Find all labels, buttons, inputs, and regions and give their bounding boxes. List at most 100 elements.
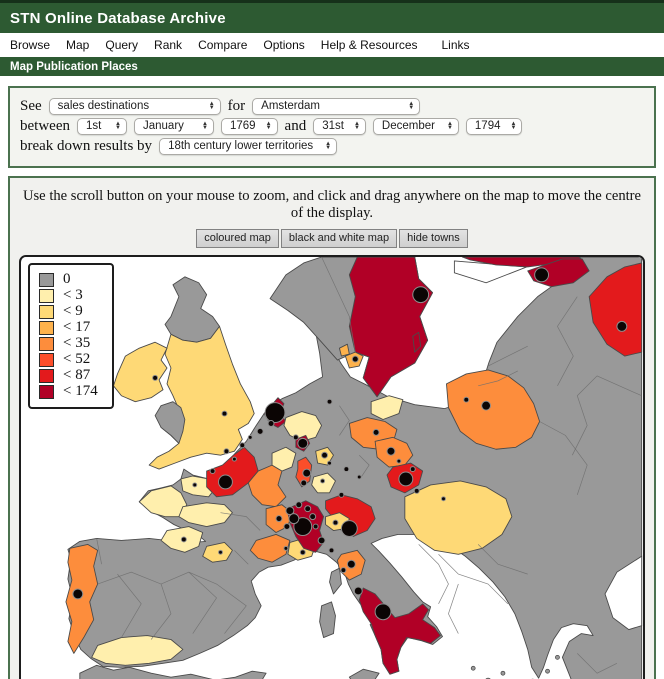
section-header: Map Publication Places (0, 57, 664, 76)
town-marker (302, 468, 312, 478)
town-marker (223, 448, 230, 455)
town-marker (152, 374, 159, 381)
map-instructions: Use the scroll button on your mouse to z… (22, 188, 642, 221)
legend-label: < 35 (63, 335, 91, 351)
form-row-dates: between 1st ▲ ▼ January ▲ ▼ 1769 ▲ ▼ and 31… (20, 118, 644, 135)
town-marker (328, 547, 335, 554)
town-marker (481, 400, 492, 411)
town-marker (353, 586, 363, 596)
map-panel: Use the scroll button on your mouse to z… (8, 176, 656, 679)
map-canvas[interactable]: 0 < 3 < 9 < 17 < 35 < 52 < 87 < 174 (19, 255, 645, 679)
region-lorraine (271, 446, 297, 472)
town-marker (309, 513, 317, 521)
town-marker (312, 523, 319, 530)
town-marker (218, 549, 223, 555)
region-wales (154, 401, 186, 444)
select-stepper-icon: ▲ ▼ (510, 120, 517, 131)
from-year-select[interactable]: 1769 ▲ ▼ (220, 118, 278, 135)
nav-item-help-resources[interactable]: Help & Resources (320, 38, 418, 52)
legend-row: < 17 (39, 320, 98, 335)
black-and-white-map-button[interactable]: black and white map (280, 229, 398, 248)
map-legend: 0 < 3 < 9 < 17 < 35 < 52 < 87 < 174 (28, 263, 114, 409)
region-languedoc (249, 534, 291, 563)
select-stepper-icon: ▲ ▼ (202, 120, 208, 131)
legend-swatch (39, 368, 54, 383)
town-marker (317, 536, 326, 545)
legend-row: < 174 (39, 384, 98, 399)
hide-towns-button[interactable]: hide towns (399, 229, 468, 248)
town-marker (534, 267, 550, 283)
from-month-select[interactable]: January ▲ ▼ (133, 118, 214, 135)
query-form-panel: See sales destinations ▲ ▼ for Amsterdam … (8, 86, 656, 168)
for-label: for (227, 98, 246, 114)
nav-item-links[interactable]: Links (441, 38, 470, 52)
legend-row: < 87 (39, 368, 98, 383)
town-marker (192, 482, 198, 488)
town-marker (247, 434, 253, 440)
town-marker (239, 442, 246, 449)
breakdown-select[interactable]: 18th century lower territories ▲ ▼ (159, 138, 338, 155)
legend-label: < 9 (63, 303, 83, 319)
nav-item-rank[interactable]: Rank (154, 38, 183, 52)
select-stepper-icon: ▲ ▼ (208, 100, 215, 111)
town-marker (327, 460, 332, 466)
to-month-select[interactable]: December ▲ ▼ (372, 118, 459, 135)
breakdown-label: break down results by (20, 138, 153, 154)
legend-swatch (39, 272, 54, 287)
town-marker (304, 505, 312, 513)
town-marker (288, 513, 300, 525)
see-label: See (20, 98, 42, 114)
town-marker (297, 437, 309, 449)
app-title-bar: STN Online Database Archive (0, 3, 664, 33)
for-select[interactable]: Amsterdam ▲ ▼ (252, 98, 421, 115)
town-marker (413, 487, 420, 494)
town-marker (256, 427, 264, 435)
select-stepper-icon: ▲ ▼ (265, 120, 272, 131)
and-label: and (284, 118, 307, 134)
town-marker (180, 536, 187, 543)
region-moscow (588, 262, 643, 357)
form-row-see: See sales destinations ▲ ▼ for Amsterdam … (20, 98, 644, 115)
region-sicily (348, 668, 380, 679)
legend-label: < 52 (63, 351, 91, 367)
legend-swatch (39, 304, 54, 319)
town-marker (441, 496, 446, 502)
to-day-select[interactable]: 31st ▲ ▼ (313, 118, 366, 135)
town-marker (372, 428, 380, 436)
europe-map-svg (22, 257, 643, 679)
see-select[interactable]: sales destinations ▲ ▼ (48, 98, 221, 115)
select-stepper-icon: ▲ ▼ (353, 120, 360, 131)
region-brittany (138, 485, 188, 518)
town-marker (340, 567, 347, 574)
from-day-select[interactable]: 1st ▲ ▼ (76, 118, 127, 135)
main-nav: Browse Map Query Rank Compare Options Help & R… (0, 33, 664, 57)
legend-row: < 52 (39, 352, 98, 367)
town-marker (218, 474, 233, 490)
coloured-map-button[interactable]: coloured map (196, 229, 279, 248)
region-westphalia (283, 411, 323, 442)
region-sweden (348, 257, 434, 398)
town-marker (267, 420, 275, 427)
region-north-africa (79, 664, 267, 679)
town-marker (386, 446, 396, 456)
nav-item-map[interactable]: Map (66, 38, 90, 52)
town-marker (221, 410, 228, 417)
legend-label: 0 (63, 271, 71, 287)
select-stepper-icon: ▲ ▼ (325, 140, 332, 151)
nav-item-compare[interactable]: Compare (198, 38, 248, 52)
province-borders (96, 257, 642, 674)
town-marker (209, 468, 216, 475)
town-marker (72, 588, 84, 600)
town-marker (275, 515, 283, 523)
town-marker (409, 466, 416, 473)
nav-item-options[interactable]: Options (263, 38, 305, 52)
to-year-select[interactable]: 1794 ▲ ▼ (465, 118, 523, 135)
between-label: between (20, 118, 70, 134)
aegean-islands (470, 654, 560, 679)
nav-item-query[interactable]: Query (105, 38, 139, 52)
legend-swatch (39, 384, 54, 399)
towns-layer (72, 267, 628, 621)
legend-label: < 174 (63, 383, 98, 399)
region-ireland (113, 341, 168, 403)
nav-item-browse[interactable]: Browse (10, 38, 51, 52)
